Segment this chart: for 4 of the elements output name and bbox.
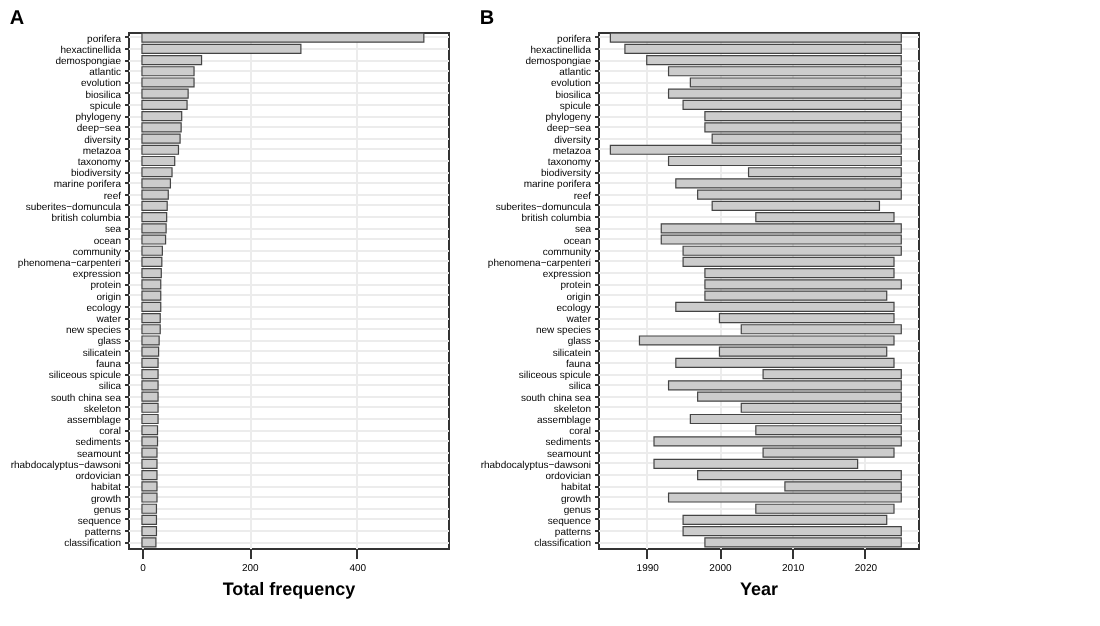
chart-title: B <box>479 8 495 30</box>
x-axis-title: Year <box>739 579 779 599</box>
x-axis-title: Total frequency <box>222 579 356 599</box>
chart-title: A <box>9 8 25 30</box>
